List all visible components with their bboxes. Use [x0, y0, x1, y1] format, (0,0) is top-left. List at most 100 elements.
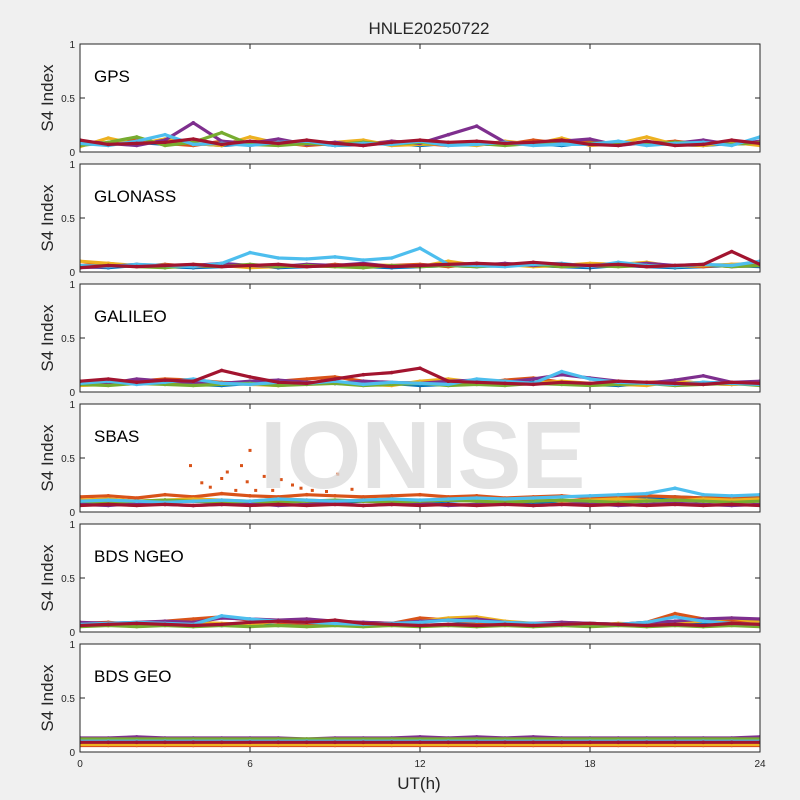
outlier-point: [291, 483, 294, 487]
outlier-point: [350, 487, 354, 491]
outlier-point: [208, 485, 212, 489]
data-point: [219, 502, 224, 507]
panel-label: BDS GEO: [94, 667, 171, 686]
data-point: [191, 503, 196, 508]
data-point: [418, 366, 422, 371]
data-point: [418, 623, 422, 628]
y-tick-label: 0.5: [61, 454, 75, 465]
data-point: [248, 503, 252, 508]
data-point: [333, 621, 337, 626]
data-point: [276, 619, 281, 623]
data-point: [219, 142, 224, 147]
panel-glonass: 0 0.5 1 GLONASS S4 Index: [38, 160, 761, 279]
data-layer: [80, 735, 760, 748]
x-tick-label: 6: [247, 759, 253, 770]
data-point: [219, 622, 224, 627]
panel-label: GALILEO: [94, 307, 167, 326]
data-point: [248, 135, 252, 139]
data-point: [106, 740, 111, 745]
data-point: [333, 740, 337, 745]
data-point: [248, 499, 252, 504]
data-point: [389, 264, 394, 269]
plot-area: [80, 284, 760, 392]
data-point: [644, 499, 649, 504]
panel-label: GLONASS: [94, 187, 176, 206]
data-point: [559, 495, 564, 499]
data-point: [503, 502, 507, 507]
data-point: [474, 503, 479, 508]
data-point: [418, 740, 422, 745]
data-point: [361, 262, 366, 267]
data-point: [106, 502, 111, 507]
data-point: [701, 262, 706, 267]
data-point: [389, 380, 394, 385]
data-point: [276, 740, 281, 745]
data-point: [503, 262, 507, 267]
data-point: [276, 497, 281, 501]
data-point: [446, 140, 451, 145]
data-point: [418, 246, 422, 250]
data-point: [106, 136, 111, 140]
y-tick-label: 0.5: [61, 574, 75, 585]
y-axis-label: S4 Index: [38, 64, 57, 132]
data-point: [134, 496, 139, 500]
data-point: [588, 499, 592, 504]
data-point: [418, 498, 422, 502]
data-point: [361, 382, 366, 387]
data-point: [361, 740, 366, 745]
data-point: [588, 263, 592, 268]
data-point: [276, 256, 281, 260]
data-point: [248, 382, 252, 387]
data-point: [304, 492, 309, 497]
watermark: IONISE: [260, 402, 585, 509]
data-point: [446, 379, 451, 384]
data-point: [644, 143, 649, 148]
data-point: [673, 143, 677, 148]
data-point: [304, 257, 309, 261]
data-point: [389, 494, 394, 498]
outlier-point: [200, 481, 204, 485]
data-point: [361, 258, 366, 262]
data-point: [644, 503, 649, 508]
data-point: [644, 135, 649, 139]
data-point: [531, 382, 536, 387]
data-point: [191, 383, 196, 388]
data-point: [673, 498, 677, 502]
data-point: [276, 137, 281, 141]
data-point: [361, 143, 366, 148]
data-point: [701, 619, 706, 623]
data-point: [418, 503, 422, 508]
data-point: [248, 375, 252, 379]
outlier-point: [234, 488, 238, 492]
data-point: [418, 381, 422, 386]
data-layer: [80, 246, 760, 270]
data-point: [474, 496, 479, 500]
data-point: [673, 378, 677, 382]
data-point: [163, 502, 167, 507]
outlier-point: [245, 480, 249, 484]
data-point: [333, 141, 337, 146]
y-tick-label: 0: [69, 148, 75, 159]
data-point: [474, 377, 479, 381]
data-point: [644, 380, 649, 385]
data-point: [276, 380, 281, 385]
data-point: [644, 623, 649, 628]
data-point: [163, 140, 167, 145]
data-point: [531, 503, 536, 508]
data-point: [701, 492, 706, 497]
data-point: [559, 372, 564, 377]
outlier-point: [271, 488, 275, 492]
data-point: [248, 494, 252, 498]
panel-gps: 0 0.5 1 GPS S4 Index: [38, 40, 761, 159]
data-point: [333, 377, 337, 381]
x-axis-label: UT(h): [397, 774, 440, 793]
y-tick-label: 0.5: [61, 334, 75, 345]
data-point: [559, 142, 564, 147]
data-point: [361, 621, 366, 626]
data-point: [559, 740, 564, 745]
data-point: [474, 623, 479, 628]
data-point: [616, 502, 621, 507]
x-tick-label: 18: [584, 759, 596, 770]
panel-galileo: 0 0.5 1 GALILEO S4 Index: [38, 280, 761, 399]
data-layer: [80, 366, 760, 388]
